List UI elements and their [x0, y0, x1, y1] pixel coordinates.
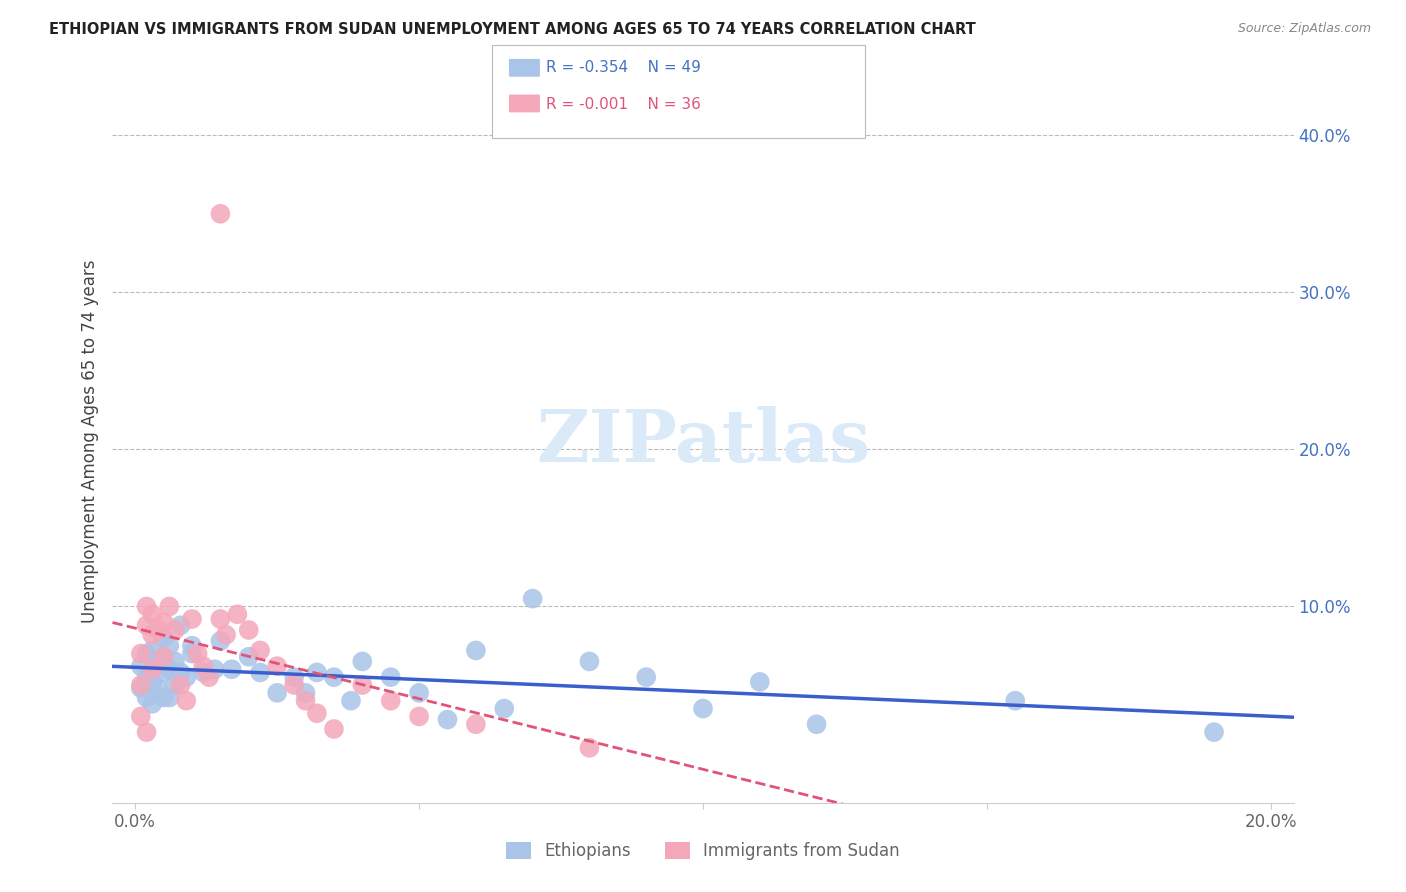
Text: ETHIOPIAN VS IMMIGRANTS FROM SUDAN UNEMPLOYMENT AMONG AGES 65 TO 74 YEARS CORREL: ETHIOPIAN VS IMMIGRANTS FROM SUDAN UNEMP… — [49, 22, 976, 37]
Point — [522, 591, 544, 606]
Point — [157, 662, 180, 676]
Point — [146, 681, 169, 695]
Point — [181, 639, 204, 653]
Point — [129, 709, 152, 723]
Point — [340, 694, 363, 708]
Point — [578, 655, 600, 669]
Text: R = -0.001    N = 36: R = -0.001 N = 36 — [546, 97, 700, 112]
Point — [174, 694, 197, 708]
Point — [215, 628, 238, 642]
Point — [129, 681, 152, 695]
Text: R = -0.354    N = 49: R = -0.354 N = 49 — [546, 61, 700, 75]
Point — [323, 722, 346, 736]
Point — [141, 662, 163, 676]
Point — [204, 662, 226, 676]
Text: ZIPatlas: ZIPatlas — [536, 406, 870, 477]
Point — [305, 706, 328, 721]
Point — [141, 643, 163, 657]
Point — [152, 631, 174, 645]
Point — [266, 686, 288, 700]
Point — [198, 670, 221, 684]
Point — [408, 686, 430, 700]
Point — [209, 207, 232, 221]
Point — [141, 607, 163, 622]
Point — [169, 665, 191, 680]
Point — [294, 694, 316, 708]
Point — [152, 665, 174, 680]
Point — [221, 662, 243, 676]
Point — [352, 655, 374, 669]
Point — [152, 615, 174, 630]
Point — [305, 665, 328, 680]
Point — [157, 690, 180, 705]
Point — [187, 647, 209, 661]
Point — [135, 725, 157, 739]
Legend: Ethiopians, Immigrants from Sudan: Ethiopians, Immigrants from Sudan — [499, 835, 907, 867]
Y-axis label: Unemployment Among Ages 65 to 74 years: Unemployment Among Ages 65 to 74 years — [80, 260, 98, 624]
Point — [135, 647, 157, 661]
Point — [157, 599, 180, 614]
Point — [1004, 694, 1026, 708]
Point — [238, 623, 260, 637]
Point — [141, 697, 163, 711]
Text: Source: ZipAtlas.com: Source: ZipAtlas.com — [1237, 22, 1371, 36]
Point — [806, 717, 828, 731]
Point — [283, 670, 305, 684]
Point — [380, 694, 402, 708]
Point — [141, 628, 163, 642]
Point — [163, 678, 186, 692]
Point — [238, 649, 260, 664]
Point — [226, 607, 249, 622]
Point — [436, 713, 458, 727]
Point — [141, 674, 163, 689]
Point — [174, 670, 197, 684]
Point — [181, 612, 204, 626]
Point — [323, 670, 346, 684]
Point — [352, 678, 374, 692]
Point — [283, 678, 305, 692]
Point — [152, 649, 174, 664]
Point — [578, 740, 600, 755]
Point — [209, 634, 232, 648]
Point — [294, 686, 316, 700]
Point — [135, 618, 157, 632]
Point — [129, 678, 152, 692]
Point — [163, 655, 186, 669]
Point — [249, 665, 271, 680]
Point — [169, 618, 191, 632]
Point — [152, 690, 174, 705]
Point — [193, 659, 215, 673]
Point — [266, 659, 288, 673]
Point — [1202, 725, 1225, 739]
Point — [209, 612, 232, 626]
Point — [135, 670, 157, 684]
Point — [249, 643, 271, 657]
Point — [157, 639, 180, 653]
Point — [748, 674, 770, 689]
Point — [135, 690, 157, 705]
Point — [636, 670, 658, 684]
Point — [163, 623, 186, 637]
Point — [169, 678, 191, 692]
Point — [494, 701, 516, 715]
Point — [146, 655, 169, 669]
Point — [380, 670, 402, 684]
Point — [146, 623, 169, 637]
Point — [408, 709, 430, 723]
Point — [464, 717, 486, 731]
Point — [464, 643, 486, 657]
Point — [129, 659, 152, 673]
Point — [193, 665, 215, 680]
Point — [692, 701, 714, 715]
Point — [135, 599, 157, 614]
Point — [129, 647, 152, 661]
Point — [181, 647, 204, 661]
